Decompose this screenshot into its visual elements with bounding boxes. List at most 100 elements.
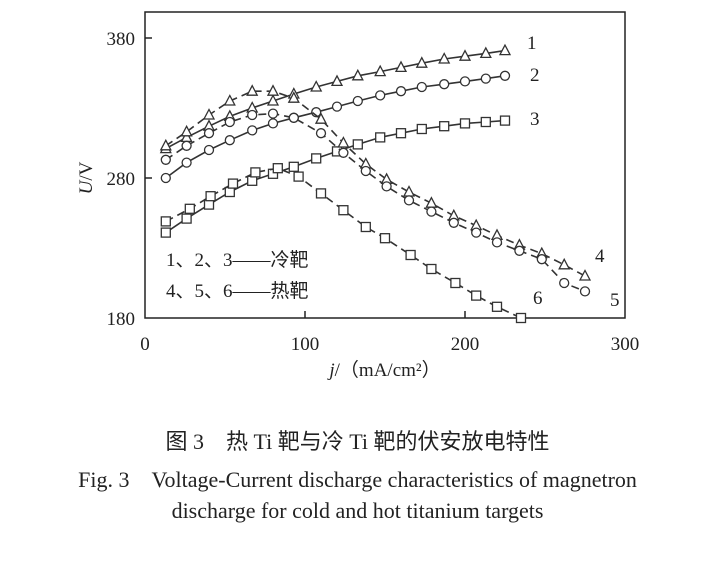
series-label-1: 1	[527, 33, 537, 54]
data-point	[160, 227, 171, 238]
data-point	[352, 95, 363, 107]
data-point	[578, 269, 592, 281]
data-point	[480, 73, 491, 84]
data-point	[416, 123, 427, 135]
data-point	[223, 94, 236, 106]
data-point	[381, 181, 392, 192]
data-point	[247, 109, 258, 121]
data-point	[375, 90, 386, 101]
data-point	[315, 188, 327, 199]
data-point	[315, 128, 327, 139]
data-point	[287, 91, 300, 103]
caption-en-line2: discharge for cold and hot titanium targ…	[171, 498, 544, 523]
data-point	[203, 144, 215, 156]
legend-entry-cold: 1、2、3——冷靶	[166, 249, 309, 271]
data-point	[160, 154, 171, 165]
data-point	[288, 112, 299, 123]
data-point	[224, 186, 235, 198]
data-point	[515, 312, 527, 324]
series-1	[159, 43, 512, 154]
data-point	[202, 108, 216, 120]
data-point	[425, 196, 438, 208]
data-point	[471, 290, 482, 301]
data-point	[314, 112, 328, 124]
series-label-6: 6	[533, 288, 543, 309]
data-point	[159, 138, 172, 151]
data-point	[288, 161, 299, 172]
data-point	[224, 135, 235, 146]
data-point	[267, 108, 279, 119]
data-point	[160, 216, 171, 227]
data-point	[266, 84, 280, 96]
data-point	[514, 245, 525, 256]
data-point	[247, 125, 258, 136]
data-point	[351, 68, 364, 81]
data-point	[395, 128, 407, 139]
series-6	[160, 163, 527, 324]
data-point	[338, 205, 349, 216]
data-point	[352, 139, 363, 150]
data-point	[375, 132, 386, 143]
data-point	[450, 277, 461, 289]
data-point	[267, 118, 279, 129]
series-label-5: 5	[610, 290, 620, 311]
data-point	[379, 233, 391, 244]
data-point	[579, 286, 591, 297]
data-point	[203, 199, 215, 210]
data-point	[402, 185, 416, 197]
data-point	[360, 221, 371, 233]
data-point	[272, 163, 283, 174]
data-point	[403, 195, 415, 206]
data-point	[311, 153, 322, 164]
data-point	[559, 277, 570, 289]
data-point	[439, 121, 450, 132]
data-point	[184, 203, 195, 214]
data-point	[491, 237, 503, 248]
data-point	[330, 74, 344, 87]
data-point	[293, 171, 304, 182]
caption-en-line1: Fig. 3 Voltage-Current discharge charact…	[78, 467, 637, 492]
y-tick-label: 180	[107, 309, 136, 330]
data-point	[160, 172, 171, 184]
data-point	[415, 56, 428, 68]
data-point	[205, 191, 216, 202]
data-point	[499, 70, 511, 81]
data-point	[558, 257, 571, 270]
data-point	[180, 124, 193, 137]
series-5	[160, 108, 591, 297]
data-point	[499, 115, 511, 126]
data-point	[498, 43, 512, 56]
data-point	[459, 76, 471, 87]
x-tick-label: 0	[140, 334, 150, 355]
data-point	[416, 81, 427, 93]
data-point	[405, 249, 416, 261]
data-point	[426, 263, 437, 275]
data-point	[331, 101, 343, 112]
data-point	[394, 60, 408, 73]
data-point	[181, 157, 192, 168]
data-point	[536, 254, 547, 265]
data-point	[426, 206, 437, 217]
data-point	[338, 147, 349, 158]
series-line	[165, 90, 586, 277]
data-point	[203, 128, 215, 139]
data-point	[438, 52, 451, 64]
data-point	[337, 136, 350, 148]
series-line	[165, 167, 522, 319]
series-label-2: 2	[530, 65, 540, 86]
data-point	[480, 116, 491, 128]
data-point	[439, 79, 450, 90]
data-point	[250, 167, 261, 178]
data-point	[247, 175, 258, 186]
data-point	[360, 165, 371, 177]
data-point	[246, 84, 259, 96]
data-point	[395, 86, 407, 97]
data-point	[181, 140, 192, 151]
data-point	[448, 217, 459, 228]
data-point	[458, 49, 472, 61]
data-point	[310, 80, 323, 92]
plot-frame	[144, 11, 626, 319]
data-point	[491, 301, 503, 312]
series-line	[165, 75, 506, 179]
